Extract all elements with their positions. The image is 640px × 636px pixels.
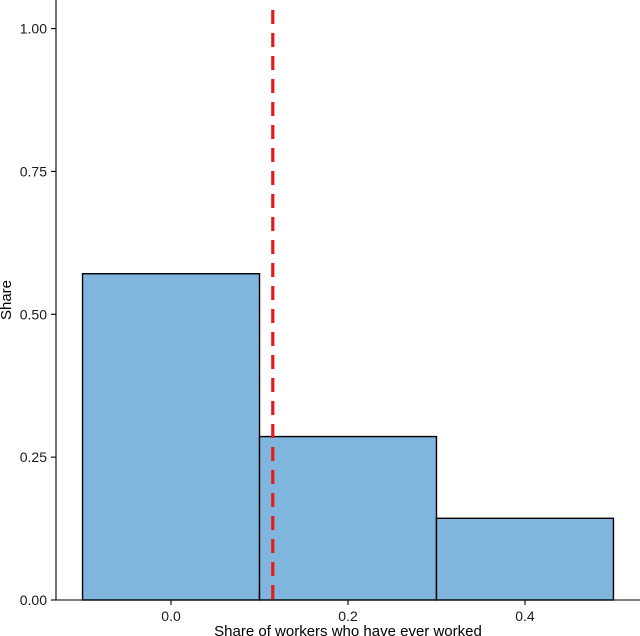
y-ticks: 0.00 0.25 0.50 0.75 1.00 <box>20 21 56 608</box>
x-tick-label: 0.4 <box>515 608 535 624</box>
y-tick-label: 0.00 <box>20 592 47 608</box>
x-tick-label: 0.0 <box>161 608 181 624</box>
bars-layer <box>81 273 615 601</box>
x-tick-label: 0.2 <box>338 608 358 624</box>
y-tick-label: 1.00 <box>20 21 47 37</box>
histogram-bar-2 <box>258 435 438 601</box>
histogram-bar-1 <box>81 273 261 601</box>
y-axis-title: Share <box>0 280 15 320</box>
y-tick-label: 0.75 <box>20 163 47 179</box>
y-tick-label: 0.50 <box>20 306 47 322</box>
histogram-bar-3 <box>435 517 615 601</box>
x-axis-title: Share of workers who have ever worked <box>214 623 482 636</box>
x-ticks: 0.0 0.2 0.4 <box>161 600 535 624</box>
y-tick-label: 0.25 <box>20 449 47 465</box>
